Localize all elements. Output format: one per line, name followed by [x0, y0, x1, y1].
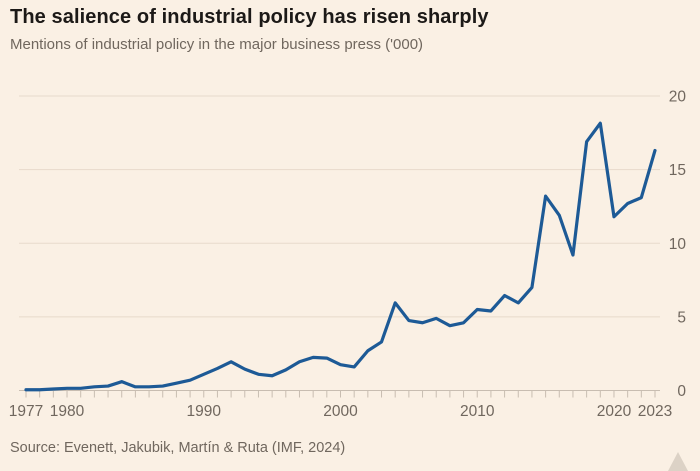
- x-axis-tick-label: 1980: [50, 403, 85, 420]
- x-axis-tick-label: 1990: [187, 403, 222, 420]
- data-line-series: [24, 121, 657, 392]
- x-axis-tick-label: 2000: [323, 403, 358, 420]
- cursor-artifact: [668, 452, 688, 471]
- y-axis-tick-label: 5: [677, 309, 686, 326]
- chart-subtitle: Mentions of industrial policy in the maj…: [10, 36, 424, 53]
- x-axis-tick-label: 2010: [460, 403, 495, 420]
- source-note: Source: Evenett, Jakubik, Martín & Ruta …: [10, 440, 346, 456]
- y-axis-tick-label: 0: [677, 383, 686, 400]
- y-axis-tick-label: 10: [669, 236, 687, 253]
- y-axis-tick-label: 15: [669, 162, 686, 179]
- x-axis-tick-label: 2020: [597, 403, 632, 420]
- y-axis-tick-label: 20: [669, 89, 687, 106]
- x-axis-tick-label: 1977: [9, 403, 43, 420]
- chart-title: The salience of industrial policy has ri…: [10, 6, 489, 28]
- x-axis-tick-label: 2023: [638, 403, 672, 420]
